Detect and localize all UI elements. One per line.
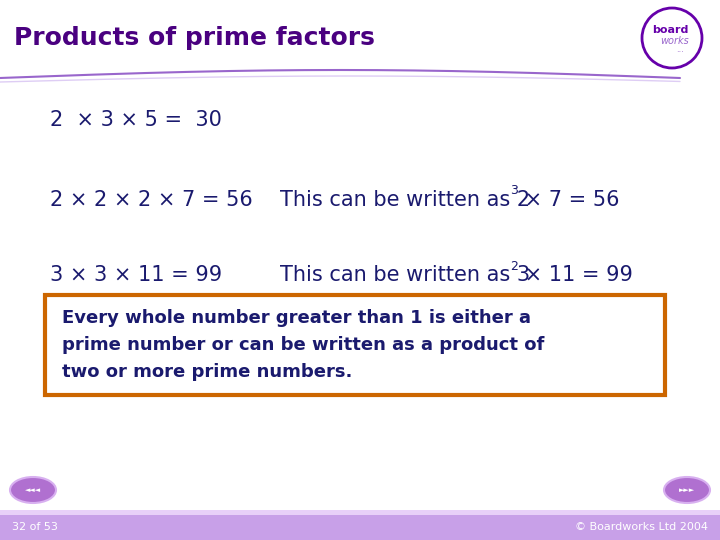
Text: 32 of 53: 32 of 53 — [12, 522, 58, 532]
Text: × 7 = 56: × 7 = 56 — [518, 190, 619, 210]
Text: 3: 3 — [510, 185, 518, 198]
Text: Every whole number greater than 1 is either a: Every whole number greater than 1 is eit… — [62, 309, 531, 327]
Text: × 11 = 99: × 11 = 99 — [518, 265, 633, 285]
Text: ►►►: ►►► — [679, 487, 695, 493]
Text: This can be written as 2: This can be written as 2 — [280, 190, 530, 210]
FancyBboxPatch shape — [0, 0, 720, 75]
Text: 3 × 3 × 11 = 99: 3 × 3 × 11 = 99 — [50, 265, 222, 285]
Text: two or more prime numbers.: two or more prime numbers. — [62, 363, 352, 381]
Ellipse shape — [664, 477, 710, 503]
Text: 2  × 3 × 5 =  30: 2 × 3 × 5 = 30 — [50, 110, 222, 130]
FancyBboxPatch shape — [0, 75, 720, 485]
Text: 2: 2 — [510, 260, 518, 273]
Text: 2 × 2 × 2 × 7 = 56: 2 × 2 × 2 × 7 = 56 — [50, 190, 253, 210]
FancyBboxPatch shape — [45, 295, 665, 395]
Text: ...: ... — [676, 45, 684, 55]
Ellipse shape — [10, 477, 56, 503]
Text: prime number or can be written as a product of: prime number or can be written as a prod… — [62, 336, 544, 354]
FancyBboxPatch shape — [0, 510, 720, 515]
Text: Products of prime factors: Products of prime factors — [14, 26, 375, 50]
Text: ◄◄◄: ◄◄◄ — [25, 487, 41, 493]
Text: board: board — [652, 25, 688, 35]
Text: This can be written as 3: This can be written as 3 — [280, 265, 530, 285]
Text: © Boardworks Ltd 2004: © Boardworks Ltd 2004 — [575, 522, 708, 532]
FancyBboxPatch shape — [0, 512, 720, 540]
Text: works: works — [661, 36, 689, 46]
Circle shape — [642, 8, 702, 68]
